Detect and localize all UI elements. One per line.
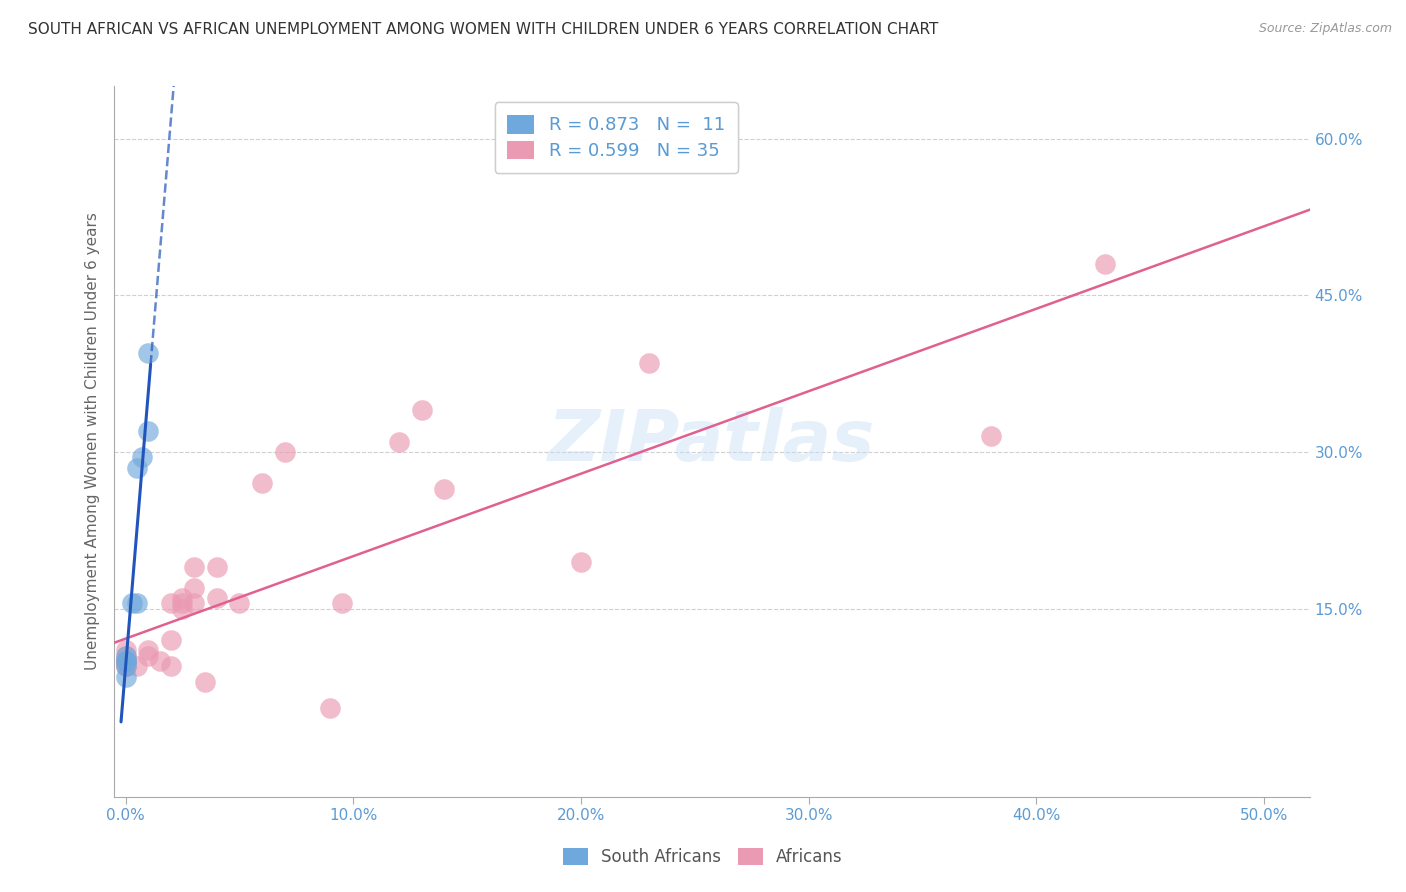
Point <box>194 674 217 689</box>
Point <box>205 591 228 606</box>
Y-axis label: Unemployment Among Women with Children Under 6 years: Unemployment Among Women with Children U… <box>86 212 100 671</box>
Point <box>250 476 273 491</box>
Legend: R = 0.873   N =  11, R = 0.599   N = 35: R = 0.873 N = 11, R = 0.599 N = 35 <box>495 103 738 173</box>
Point <box>114 654 136 668</box>
Point <box>172 596 194 610</box>
Legend: South Africans, Africans: South Africans, Africans <box>555 840 851 875</box>
Point <box>138 643 160 657</box>
Point <box>330 596 353 610</box>
Point <box>114 669 136 683</box>
Point <box>125 460 148 475</box>
Point <box>1094 257 1116 271</box>
Point <box>160 632 183 647</box>
Point <box>149 654 172 668</box>
Point <box>411 403 433 417</box>
Point <box>980 429 1002 443</box>
Point <box>183 596 205 610</box>
Point <box>228 596 250 610</box>
Point <box>114 643 136 657</box>
Point <box>160 659 183 673</box>
Point <box>114 654 136 668</box>
Point <box>125 596 148 610</box>
Point <box>138 648 160 663</box>
Point <box>114 654 136 668</box>
Point <box>172 601 194 615</box>
Point <box>183 560 205 574</box>
Point <box>183 581 205 595</box>
Point <box>205 560 228 574</box>
Point <box>114 659 136 673</box>
Point <box>131 450 153 465</box>
Point <box>138 424 160 438</box>
Point <box>114 659 136 673</box>
Point <box>160 596 183 610</box>
Point <box>114 654 136 668</box>
Point <box>638 356 661 370</box>
Point <box>569 555 592 569</box>
Point <box>319 701 342 715</box>
Text: SOUTH AFRICAN VS AFRICAN UNEMPLOYMENT AMONG WOMEN WITH CHILDREN UNDER 6 YEARS CO: SOUTH AFRICAN VS AFRICAN UNEMPLOYMENT AM… <box>28 22 938 37</box>
Point <box>114 648 136 663</box>
Point <box>114 659 136 673</box>
Text: Source: ZipAtlas.com: Source: ZipAtlas.com <box>1258 22 1392 36</box>
Point <box>172 591 194 606</box>
Point <box>388 434 411 449</box>
Text: ZIPatlas: ZIPatlas <box>548 407 876 476</box>
Point <box>138 345 160 359</box>
Point <box>121 596 143 610</box>
Point <box>125 659 148 673</box>
Point <box>274 445 297 459</box>
Point <box>114 654 136 668</box>
Point <box>114 648 136 663</box>
Point <box>433 482 456 496</box>
